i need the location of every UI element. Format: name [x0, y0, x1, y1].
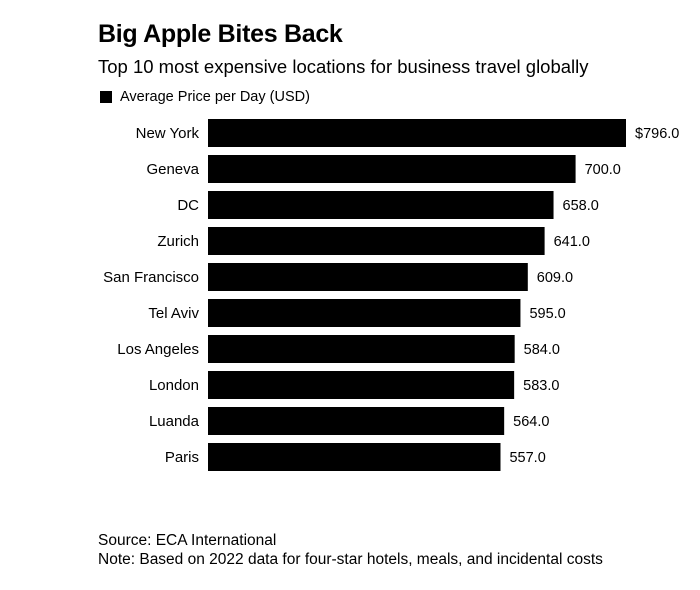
bar — [208, 191, 554, 219]
category-label: Paris — [165, 449, 199, 466]
value-label: 557.0 — [509, 450, 545, 466]
value-label: 700.0 — [585, 162, 621, 178]
value-label: 641.0 — [554, 234, 590, 250]
legend: Average Price per Day (USD) — [100, 89, 310, 105]
category-label: New York — [136, 125, 200, 142]
bar-chart: New York $796.0 Geneva 700.0 DC 658.0 Zurich 64… — [103, 119, 679, 471]
value-label: 595.0 — [529, 306, 565, 322]
category-label: DC — [177, 197, 199, 214]
value-label: 584.0 — [524, 342, 560, 358]
category-label: Los Angeles — [117, 341, 199, 358]
bar — [208, 155, 576, 183]
bar — [208, 263, 528, 291]
value-label: 583.0 — [523, 378, 559, 394]
legend-swatch — [100, 91, 112, 103]
bar — [208, 443, 501, 471]
category-label: Geneva — [146, 161, 199, 178]
bar — [208, 227, 545, 255]
category-label: San Francisco — [103, 269, 199, 286]
chart-subtitle: Top 10 most expensive locations for busi… — [98, 56, 589, 77]
bar — [208, 407, 505, 435]
footnote: Note: Based on 2022 data for four-star h… — [98, 551, 603, 568]
chart-title: Big Apple Bites Back — [98, 20, 343, 48]
bar — [208, 335, 515, 363]
source-note: Source: ECA International — [98, 532, 277, 549]
category-label: Tel Aviv — [148, 305, 199, 322]
category-label: Luanda — [149, 413, 200, 430]
bar — [208, 299, 521, 327]
bar — [208, 371, 515, 399]
value-label: $796.0 — [635, 126, 679, 142]
bar — [208, 119, 626, 147]
value-label: 564.0 — [513, 414, 549, 430]
category-label: London — [149, 377, 199, 394]
value-label: 609.0 — [537, 270, 573, 286]
legend-label: Average Price per Day (USD) — [120, 89, 310, 105]
category-label: Zurich — [157, 233, 199, 250]
value-label: 658.0 — [563, 198, 599, 214]
